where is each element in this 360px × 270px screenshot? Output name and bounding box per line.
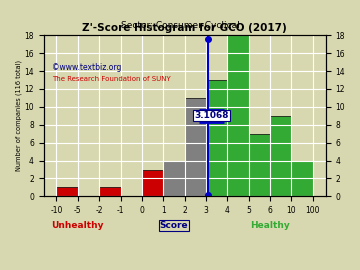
- Y-axis label: Number of companies (116 total): Number of companies (116 total): [15, 60, 22, 171]
- Text: ©www.textbiz.org: ©www.textbiz.org: [52, 63, 121, 72]
- Bar: [142, 170, 163, 196]
- Bar: [57, 187, 78, 196]
- Text: Score: Score: [159, 221, 188, 230]
- Text: The Research Foundation of SUNY: The Research Foundation of SUNY: [52, 76, 171, 82]
- Text: Unhealthy: Unhealthy: [51, 221, 104, 230]
- Bar: [228, 35, 249, 196]
- Bar: [206, 80, 228, 196]
- Text: 3.1068: 3.1068: [194, 111, 229, 120]
- Bar: [292, 161, 313, 196]
- Text: Healthy: Healthy: [250, 221, 290, 230]
- Bar: [99, 187, 121, 196]
- Bar: [270, 116, 292, 196]
- Bar: [249, 134, 270, 196]
- Bar: [163, 161, 185, 196]
- Bar: [185, 98, 206, 196]
- Text: Sector: Consumer Cyclical: Sector: Consumer Cyclical: [121, 21, 239, 30]
- Title: Z'-Score Histogram for GCO (2017): Z'-Score Histogram for GCO (2017): [82, 23, 287, 33]
